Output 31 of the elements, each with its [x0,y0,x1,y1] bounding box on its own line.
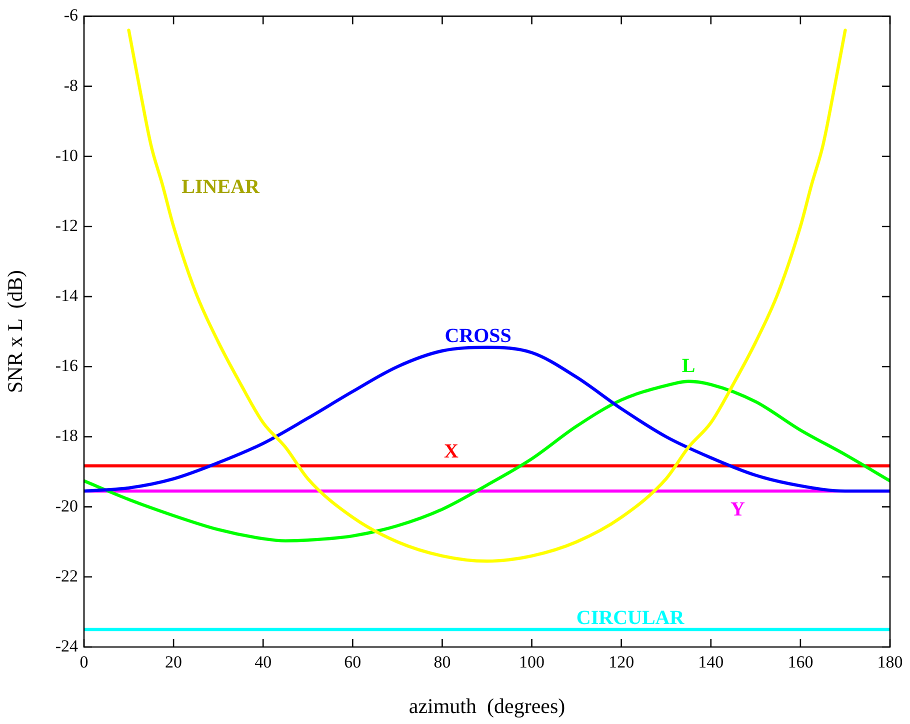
series-label: L [682,354,696,377]
y-tick-label: -10 [55,146,78,165]
series-label: Y [730,498,746,520]
y-tick-label: -24 [55,636,78,656]
y-tick-label: -6 [64,6,78,25]
x-tick-label: 60 [344,652,362,672]
y-tick-label: -20 [55,496,78,516]
x-tick-label: 100 [519,652,545,672]
x-tick-label: 20 [165,652,182,672]
y-tick-label: -14 [55,286,78,306]
y-tick-label: -12 [55,216,78,235]
x-tick-label: 160 [788,652,814,672]
line-series [84,380,890,542]
x-tick-label: 140 [698,652,724,672]
line-series [127,28,847,563]
x-tick-label: 40 [254,652,272,672]
series-label: LINEAR [182,176,260,198]
y-tick-label: -8 [64,76,78,95]
y-tick-label: -22 [55,566,78,586]
series-label: CROSS [444,325,512,348]
series-label: CIRCULAR [576,607,685,630]
x-tick-label: 120 [608,652,634,672]
x-tick-label: 180 [877,652,903,672]
x-axis-title: azimuth (degrees) [408,694,566,718]
series-label: X [444,440,459,463]
x-tick-label: 0 [80,652,88,672]
x-tick-label: 80 [434,652,451,672]
y-tick-label: -16 [55,356,78,376]
line-series [84,346,890,493]
y-axis-title: SNR x L (dB) [3,270,28,394]
y-tick-label: -18 [55,426,78,446]
